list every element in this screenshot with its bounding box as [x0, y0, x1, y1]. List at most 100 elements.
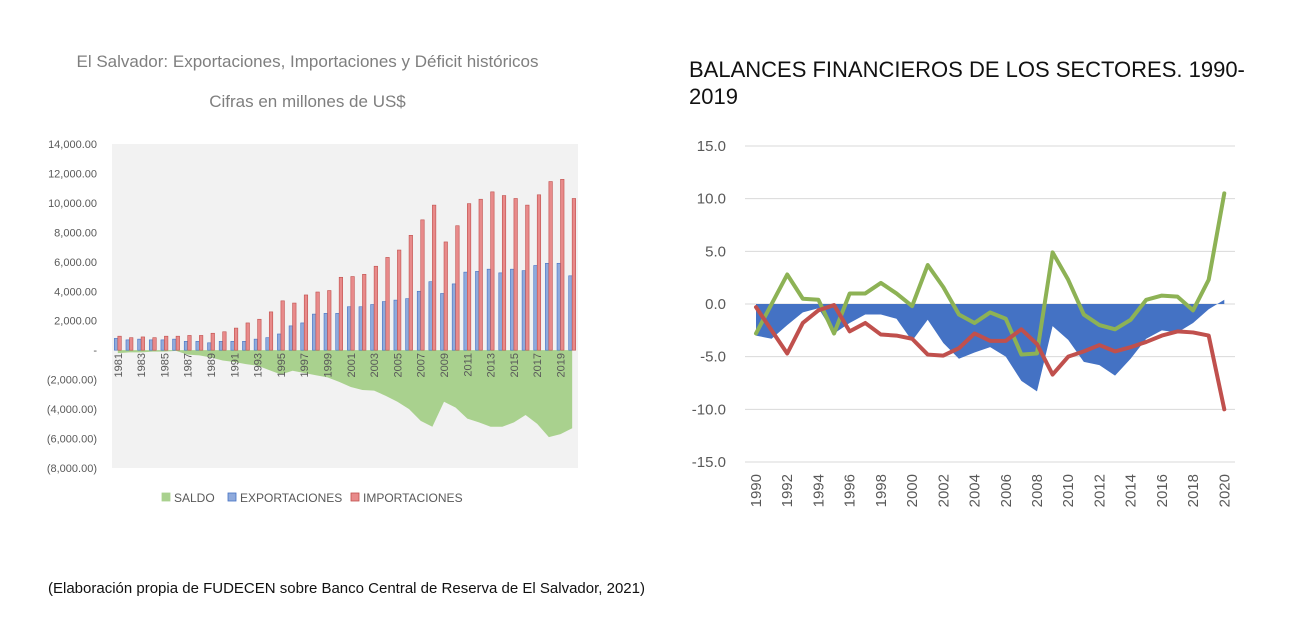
x-tick-label: 2009	[439, 353, 451, 377]
importaciones-bar-2001	[350, 276, 355, 351]
importaciones-bar-1995	[280, 300, 285, 351]
importaciones-bar-1993	[257, 318, 262, 351]
importaciones-bar-1990	[222, 331, 227, 351]
x-tick-label: 1991	[229, 353, 241, 377]
x-tick-label: 1990	[748, 474, 765, 507]
exportaciones-bar-2000	[335, 313, 340, 351]
x-tick-label: 2006	[998, 474, 1015, 507]
x-tick-label: 2014	[1123, 474, 1140, 507]
importaciones-bar-1982	[129, 337, 134, 351]
importaciones-bar-1984	[152, 337, 157, 351]
y-tick-label: 5.0	[705, 243, 726, 260]
importaciones-bar-1992	[245, 322, 250, 351]
exportaciones-bar-2015	[510, 268, 515, 351]
legend-label-importaciones: IMPORTACIONES	[363, 491, 463, 505]
importaciones-bar-1989	[210, 332, 215, 351]
importaciones-bar-2000	[338, 276, 343, 351]
x-tick-label: 1981	[113, 353, 125, 377]
importaciones-bar-2017	[536, 194, 542, 351]
exportaciones-bar-2004	[381, 301, 387, 351]
legend-swatch-saldo	[161, 492, 171, 502]
exportaciones-bar-2009	[440, 293, 445, 351]
exportaciones-bar-2005	[393, 299, 398, 351]
exportaciones-bar-2020	[568, 275, 573, 351]
exportaciones-bar-1995	[277, 333, 282, 351]
saldo-area	[117, 350, 573, 438]
source-note: (Elaboración propia de FUDECEN sobre Ban…	[48, 580, 645, 597]
exportaciones-bar-1997	[300, 322, 305, 351]
exportaciones-bar-1986	[172, 338, 177, 351]
importaciones-bar-1998	[315, 291, 320, 351]
y-tick-label: -	[93, 345, 97, 357]
x-tick-label: 1987	[183, 353, 195, 377]
importaciones-bar-1986	[175, 335, 180, 351]
left-chart-svg: 14,000.00 12,000.00 10,000.00 8,000.00 6,000…	[47, 139, 578, 505]
importaciones-bar-1996	[292, 302, 297, 351]
exportaciones-bar-1993	[253, 338, 258, 351]
y-tick-label: 10,000.00	[48, 198, 97, 210]
importaciones-bar-2002	[362, 274, 367, 351]
exportaciones-bar-2016	[521, 270, 526, 351]
x-tick-label: 1989	[206, 353, 218, 377]
importaciones-bar-2014	[501, 195, 507, 351]
y-tick-label: 8,000.00	[54, 227, 97, 239]
exportaciones-bar-1991	[230, 341, 235, 351]
y-tick-label: 0.0	[705, 296, 726, 313]
x-tick-label: 2011	[462, 353, 474, 377]
x-tick-label: 2017	[532, 353, 544, 377]
exportaciones-bar-2001	[347, 306, 352, 351]
exportaciones-bar-2018	[545, 262, 550, 351]
importaciones-bar-1981	[117, 335, 122, 351]
exportaciones-bar-1999	[323, 313, 328, 351]
exportaciones-bar-1981	[114, 338, 119, 351]
y-tick-label: 14,000.00	[48, 139, 97, 151]
right-chart-panel: BALANCES FINANCIEROS DE LOS SECTORES. 19…	[665, 0, 1315, 560]
y-tick-label: 12,000.00	[48, 168, 97, 180]
exportaciones-bar-2002	[358, 306, 363, 351]
y-tick-label: (6,000.00)	[47, 434, 97, 446]
y-tick-label: 10.0	[697, 191, 726, 208]
exportaciones-bar-1992	[242, 341, 247, 351]
importaciones-bar-1991	[234, 327, 239, 351]
exportaciones-bar-1994	[265, 337, 270, 351]
exportaciones-bar-2007	[416, 290, 422, 351]
legend-label-exportaciones: EXPORTACIONES	[240, 491, 342, 505]
x-tick-label: 2003	[369, 353, 381, 377]
x-tick-label: 2004	[967, 474, 984, 507]
x-tick-label: 2007	[416, 353, 428, 377]
y-tick-label: 2,000.00	[54, 316, 97, 328]
exportaciones-bar-2017	[533, 265, 538, 351]
exportaciones-bar-2013	[486, 268, 491, 351]
exportaciones-bar-2012	[475, 271, 480, 351]
exportaciones-bar-1982	[125, 339, 130, 351]
importaciones-bar-2020	[571, 198, 576, 351]
x-tick-label: 1983	[136, 353, 148, 377]
exportaciones-bar-1985	[160, 339, 165, 351]
left-chart-title: El Salvador: Exportaciones, Importacione…	[76, 52, 539, 71]
exportaciones-bar-1987	[183, 341, 189, 351]
x-tick-label: 2019	[556, 353, 568, 377]
importaciones-bar-1999	[327, 290, 332, 351]
x-tick-label: 1985	[159, 353, 171, 377]
x-tick-label: 1993	[253, 353, 265, 377]
exportaciones-bar-1984	[148, 339, 154, 351]
y-tick-label: -5.0	[700, 349, 726, 366]
exportaciones-bar-2008	[428, 281, 433, 351]
exportaciones-bar-1983	[137, 338, 142, 351]
importaciones-bar-2013	[490, 191, 495, 351]
x-tick-label: 1995	[276, 353, 288, 377]
x-tick-label: 1999	[323, 353, 335, 377]
exportaciones-bar-2006	[405, 298, 410, 351]
green-line	[754, 191, 1227, 357]
importaciones-bar-2007	[420, 219, 425, 351]
importaciones-bar-2006	[408, 235, 413, 351]
y-tick-label: 4,000.00	[54, 286, 97, 298]
x-tick-label: 2015	[509, 353, 521, 377]
x-tick-label: 2002	[935, 474, 952, 507]
y-tick-label: 15.0	[697, 138, 726, 155]
y-tick-label: (8,000.00)	[47, 463, 97, 475]
exportaciones-bar-2010	[451, 283, 456, 351]
x-tick-label: 2016	[1154, 474, 1171, 507]
importaciones-bar-2009	[443, 241, 448, 351]
right-chart-title: BALANCES FINANCIEROS DE LOS SECTORES. 19…	[689, 57, 1245, 109]
